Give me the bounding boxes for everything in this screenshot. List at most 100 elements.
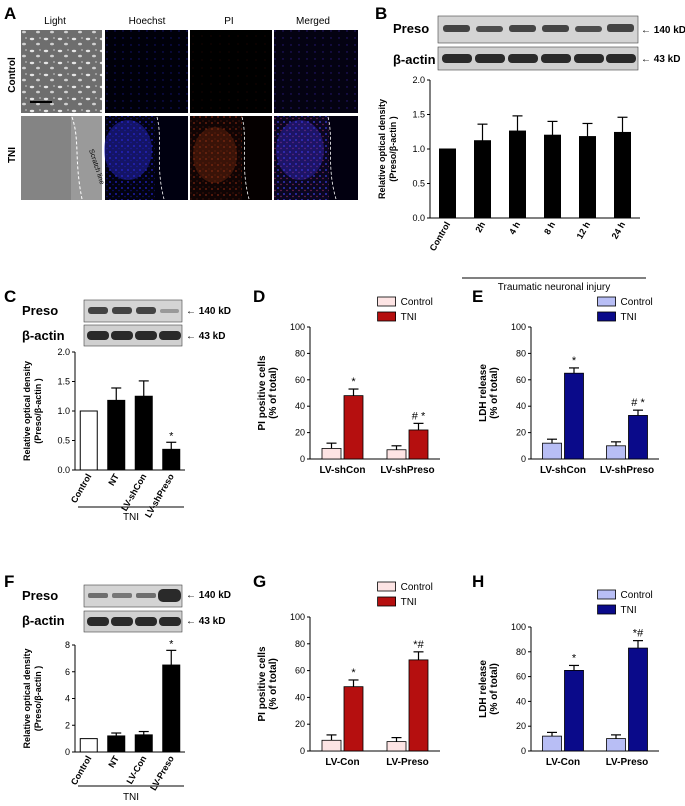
chart-f-ylabel: (Preso/β-actin ): [33, 666, 43, 732]
chart-d-significance: # *: [412, 410, 426, 422]
chart-h-legend-swatch: [597, 589, 616, 600]
chart-g-significance: *: [351, 667, 356, 679]
chart-g-legend-label: TNI: [401, 597, 417, 608]
chart-g-ytick-label: 60: [295, 666, 305, 676]
panel-letter-a: A: [4, 4, 16, 23]
chart-g-bar: [321, 739, 342, 752]
chart-d-bar: [321, 448, 342, 460]
chart-e-ytick-label: 60: [516, 375, 526, 385]
chart-d-bar: [408, 429, 429, 460]
chart-c-group-label: TNI: [123, 512, 139, 523]
chart-f-xtick-label: Control: [69, 754, 94, 787]
panel-a-column-labels: Light Hoechst PI Merged: [44, 16, 330, 27]
chart-c-bar: [79, 410, 98, 471]
chart-e-xtick-label: LV-shCon: [540, 465, 586, 476]
chart-e-ytick-label: 40: [516, 401, 526, 411]
blot-c-size-43: ← 43 kD: [186, 331, 225, 342]
chart-e-ylabel: LDH release: [478, 364, 489, 422]
chart-e-significance: # *: [631, 397, 645, 409]
chart-f-xtick-label: LV-Con: [124, 754, 148, 786]
chart-h: 0 20 40 60 80 100 LDH release (% of total) * LV-C…: [478, 589, 659, 768]
blot-b-strip-preso: [437, 15, 639, 44]
chart-e-ytick-label: 80: [516, 348, 526, 358]
chart-h-xtick-label: LV-Con: [546, 757, 580, 768]
chart-c-ytick-label: 2.0: [57, 347, 70, 357]
col-label-pi: PI: [224, 16, 233, 27]
chart-d-significance: *: [351, 376, 356, 388]
chart-b-xtick-label: 24 h: [610, 220, 628, 241]
chart-h-ylabel: LDH release: [478, 660, 489, 718]
chart-g-ytick-label: 100: [290, 612, 305, 622]
chart-c-xtick-label: LV-shPreso: [143, 472, 176, 520]
blot-f-size-43: ← 43 kD: [186, 616, 225, 627]
chart-b-ytick-label: 1.5: [412, 110, 425, 120]
chart-d-bar: [343, 395, 364, 460]
chart-b-bar: [474, 140, 491, 219]
chart-f-bar: [79, 738, 98, 753]
chart-b-group-label: Traumatic neuronal injury: [498, 282, 610, 293]
panel-letter-f: F: [4, 572, 14, 591]
chart-b-xtick-label: 12 h: [575, 220, 593, 241]
scratch-line-light: [71, 116, 83, 200]
blot-f-label-preso: Preso: [22, 588, 58, 603]
blot-f-strip-preso: [83, 584, 183, 608]
chart-d-xtick-label: LV-shPreso: [380, 465, 434, 476]
chart-h-ytick-label: 40: [516, 696, 526, 706]
micrograph-hoechst-control: [105, 30, 188, 113]
chart-f-significance: *: [169, 638, 174, 650]
chart-h-bar: [542, 735, 562, 752]
chart-h-significance: *#: [633, 628, 644, 640]
col-label-merged: Merged: [296, 16, 330, 27]
chart-d-ytick-label: 0: [300, 454, 305, 464]
chart-h-ytick-label: 80: [516, 647, 526, 657]
chart-f-ytick-label: 6: [65, 667, 70, 677]
chart-g-legend-swatch: [377, 596, 397, 607]
blot-b-label-preso: Preso: [393, 21, 429, 36]
blot-c-size-140: ← 140 kD: [186, 306, 231, 317]
panel-letter-c: C: [4, 287, 16, 306]
chart-e-ytick-label: 0: [521, 454, 526, 464]
chart-e-bar: [606, 445, 626, 460]
chart-c-ytick-label: 1.0: [57, 406, 70, 416]
chart-h-xtick-label: LV-Preso: [606, 757, 649, 768]
chart-f-bar: [107, 735, 126, 753]
micrograph-pi-control: [190, 30, 272, 113]
chart-b-xtick-label: 4 h: [507, 220, 522, 236]
chart-g-bar: [386, 741, 407, 752]
chart-d-legend-label: TNI: [401, 312, 417, 323]
chart-d-ytick-label: 80: [295, 348, 305, 358]
blot-c-label-preso: Preso: [22, 303, 58, 318]
chart-f-ytick-label: 2: [65, 720, 70, 730]
chart-b-ytick-label: 0.0: [412, 213, 425, 223]
chart-h-ytick-label: 0: [521, 746, 526, 756]
chart-h-bar: [628, 647, 648, 752]
chart-e-legend-label: TNI: [621, 312, 637, 323]
panel-letter-d: D: [253, 287, 265, 306]
chart-e-legend-label: Control: [621, 297, 653, 308]
chart-d-bar: [386, 449, 407, 460]
chart-h-bar: [606, 738, 626, 752]
chart-g-bar: [343, 686, 364, 752]
chart-g-ylabel: (% of total): [268, 658, 279, 710]
panel-letter-g: G: [253, 572, 266, 591]
chart-c-ytick-label: 1.5: [57, 377, 70, 387]
chart-g-xtick-label: LV-Con: [325, 757, 359, 768]
chart-f-bar: [134, 734, 153, 753]
chart-d-ytick-label: 40: [295, 401, 305, 411]
chart-c-xtick-label: Control: [69, 472, 94, 505]
western-blot-b: Preso β-actin ← 140 kD ← 43 kD: [393, 15, 685, 71]
chart-g-ylabel: PI positive cells: [257, 646, 268, 721]
panel-letter-b: B: [375, 4, 387, 23]
blot-c-strip-preso: [83, 299, 183, 323]
chart-e-bar: [628, 415, 648, 460]
chart-f: 0 2 4 6 8 Relative optical density (Preso/β-ac…: [22, 638, 185, 792]
chart-b-xtick-label: 8 h: [542, 220, 557, 236]
chart-h-ytick-label: 60: [516, 672, 526, 682]
chart-b-ytick-label: 1.0: [412, 144, 425, 154]
panel-letter-h: H: [472, 572, 484, 591]
blot-f-label-actin: β-actin: [22, 613, 65, 628]
chart-d-ylabel: PI positive cells: [257, 355, 268, 430]
chart-g-significance: *#: [413, 639, 424, 651]
chart-h-ytick-label: 100: [511, 622, 526, 632]
